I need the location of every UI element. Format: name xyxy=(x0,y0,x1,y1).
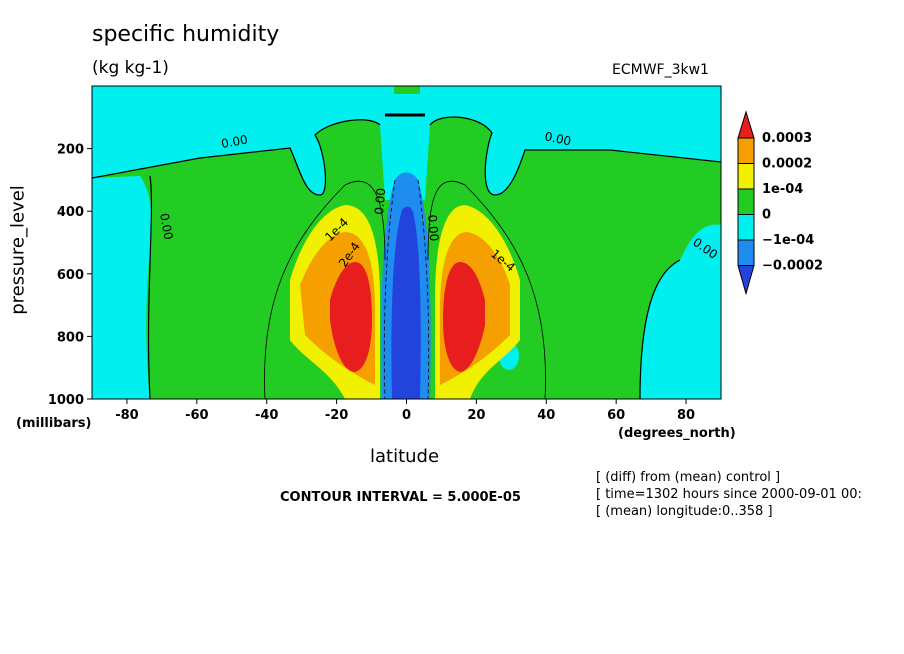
region-cyan-right xyxy=(640,224,721,399)
x-tick-label: -20 xyxy=(325,408,349,423)
contour-label: 0.00 xyxy=(220,133,249,151)
contour-interval: CONTOUR INTERVAL = 5.000E-05 xyxy=(280,490,521,505)
x-tick-label: 40 xyxy=(537,408,555,423)
legend-arrow-bottom xyxy=(737,265,755,296)
legend-swatch xyxy=(737,214,755,241)
contour-label: 0.00 xyxy=(543,129,572,148)
y-tick-label: 1000 xyxy=(48,393,84,408)
region-green-top-tab xyxy=(394,86,420,94)
x-tick-label: 80 xyxy=(677,408,695,423)
y-axis-label: pressure_level xyxy=(7,185,29,315)
legend-swatch xyxy=(737,137,755,164)
contour-line-thin-left xyxy=(264,180,386,399)
x-tick-label: 60 xyxy=(607,408,625,423)
legend-arrow-top xyxy=(737,110,755,139)
contour-line-zero-right xyxy=(429,116,721,196)
contour-line-left xyxy=(147,175,153,399)
x-tick-label: -80 xyxy=(115,408,139,423)
y-tick-label: 400 xyxy=(57,205,84,220)
legend-label: −1e-04 xyxy=(762,233,814,248)
note-line-1: [ (diff) from (mean) control ] xyxy=(596,470,781,485)
contour-line-right xyxy=(639,259,681,399)
legend-label: 1e-04 xyxy=(762,182,803,197)
region-red-left xyxy=(330,262,372,372)
x-axis-label: latitude xyxy=(370,446,440,467)
chart-title: specific humidity xyxy=(92,22,280,47)
note-line-2: [ time=1302 hours since 2000-09-01 00: xyxy=(596,487,862,502)
contour-label: 0.00 xyxy=(425,214,441,242)
contour-label: 0.00 xyxy=(372,187,388,215)
region-red-right xyxy=(443,262,485,372)
x-tick-label: -60 xyxy=(185,408,209,423)
region-cyan-left xyxy=(92,176,152,399)
contour-line-zero-left xyxy=(92,119,381,196)
contour-line-thin-right xyxy=(427,180,546,399)
legend-label: −0.0002 xyxy=(762,259,823,274)
legend-swatch xyxy=(737,239,755,266)
y-tick-label: 600 xyxy=(57,268,84,283)
x-tick-label: 0 xyxy=(402,408,411,423)
legend-swatch xyxy=(737,163,755,190)
legend-swatch xyxy=(737,188,755,215)
dataset-label: ECMWF_3kw1 xyxy=(612,62,709,78)
y-tick-label: 800 xyxy=(57,330,84,345)
x-axis-unit-label: (degrees_north) xyxy=(618,426,736,441)
x-tick-label: -40 xyxy=(255,408,279,423)
chart-units: (kg kg-1) xyxy=(92,58,169,78)
legend-label: 0.0003 xyxy=(762,131,812,146)
y-tick-label: 200 xyxy=(57,143,84,158)
legend-label: 0 xyxy=(762,208,771,223)
note-line-3: [ (mean) longitude:0..358 ] xyxy=(596,504,773,519)
y-axis-unit-label: (millibars) xyxy=(16,416,92,431)
legend-label: 0.0002 xyxy=(762,157,812,172)
region-darkblue-center xyxy=(391,206,421,399)
x-tick-label: 20 xyxy=(467,408,485,423)
contour-label: 0.00 xyxy=(157,212,175,241)
